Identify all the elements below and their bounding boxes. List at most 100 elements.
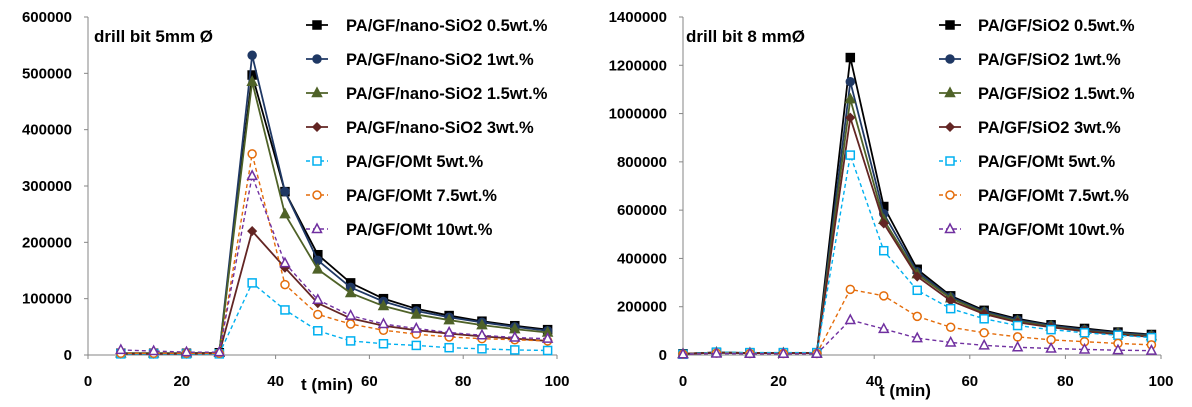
- data-point: [541, 332, 554, 343]
- data-point: [246, 75, 258, 87]
- data-point: [1113, 330, 1123, 340]
- legend-marker: [944, 121, 956, 133]
- data-point: [845, 112, 856, 123]
- legend-label: PA/GF/SiO2 0.5wt.%: [978, 17, 1135, 35]
- data-point: [313, 309, 323, 320]
- legend-label: PA/GF/nano-SiO2 1.5wt.%: [346, 85, 548, 103]
- data-point: [844, 92, 857, 104]
- legend-label: PA/GF/SiO2 1.5wt.%: [978, 85, 1135, 103]
- data-point: [476, 328, 488, 340]
- y-tick-label: 1000000: [609, 106, 667, 123]
- y-tick-label: 200000: [22, 234, 72, 251]
- y-tick-label: 0: [659, 347, 667, 364]
- data-point: [710, 346, 723, 358]
- legend-marker: [312, 20, 322, 30]
- data-point: [844, 313, 857, 325]
- data-point: [1012, 320, 1023, 331]
- data-point: [312, 293, 324, 305]
- x-tick-label: 20: [770, 373, 787, 390]
- y-tick-label: 400000: [617, 250, 667, 267]
- series-line-7: [120, 173, 548, 353]
- y-tick-label: 400000: [22, 122, 72, 139]
- data-point: [377, 299, 390, 311]
- legend-label: PA/GF/OMt 7.5wt.%: [978, 187, 1129, 205]
- legend-marker: [945, 156, 955, 166]
- data-point: [444, 342, 454, 353]
- legend-label: PA/GF/OMt 5wt.%: [978, 153, 1116, 171]
- data-point: [978, 338, 990, 350]
- y-tick-label: 100000: [22, 291, 72, 308]
- x-tick-label: 0: [84, 373, 92, 390]
- legend-label: PA/GF/SiO2 1wt.%: [978, 51, 1121, 69]
- x-tick-label: 40: [866, 373, 883, 390]
- legend-label: PA/GF/nano-SiO2 3wt.%: [346, 119, 534, 137]
- data-point: [944, 335, 957, 347]
- data-point: [313, 326, 323, 336]
- chart-panel-2: 0 200000 400000 600000 800000 1000000 1200000 1…: [609, 9, 1174, 400]
- data-point: [180, 345, 193, 357]
- data-point: [344, 286, 357, 298]
- chart-title: drill bit 8 mmØ: [686, 27, 805, 46]
- data-point: [509, 330, 521, 342]
- data-point: [345, 336, 356, 346]
- x-tick-label: 40: [267, 373, 284, 390]
- data-point: [845, 52, 856, 63]
- legend-label: PA/GF/OMt 5wt.%: [346, 153, 484, 171]
- x-tick-label: 100: [544, 373, 569, 390]
- legend-label: PA/GF/SiO2 3wt.%: [978, 119, 1121, 137]
- x-tick-label: 80: [1057, 373, 1074, 390]
- data-point: [1045, 341, 1057, 353]
- legend-marker: [312, 190, 322, 200]
- data-point: [410, 321, 423, 333]
- legend-marker: [312, 156, 322, 166]
- data-point: [677, 347, 689, 359]
- data-point: [1078, 342, 1091, 354]
- data-point: [443, 325, 455, 337]
- y-tick-label: 600000: [22, 9, 72, 26]
- data-point: [344, 308, 357, 320]
- x-tick-label: 20: [173, 373, 190, 390]
- data-point: [979, 328, 989, 338]
- data-point: [879, 245, 889, 256]
- y-tick-label: 1400000: [609, 9, 667, 26]
- data-point: [1145, 344, 1158, 355]
- data-point: [345, 319, 356, 329]
- x-tick-label: 60: [961, 373, 978, 390]
- data-point: [280, 186, 290, 197]
- data-point: [777, 347, 790, 359]
- data-point: [1011, 340, 1024, 352]
- legend-label: PA/GF/nano-SiO2 0.5wt.%: [346, 17, 548, 35]
- legend: PA/GF/nano-SiO2 0.5wt.% PA/GF/nano-SiO2 1…: [306, 17, 548, 239]
- legend-label: PA/GF/OMt 10wt.%: [346, 221, 493, 239]
- data-point: [1079, 328, 1090, 338]
- series-line-5: [682, 154, 1152, 355]
- data-point: [410, 307, 423, 319]
- data-point: [979, 314, 989, 324]
- data-point: [878, 218, 889, 229]
- y-tick-label: 600000: [617, 202, 667, 219]
- x-tick-label: 60: [361, 373, 378, 390]
- legend-marker: [945, 20, 955, 30]
- legend-label: PA/GF/nano-SiO2 1wt.%: [346, 51, 534, 69]
- data-point: [912, 271, 923, 282]
- series-line-7: [682, 319, 1152, 355]
- data-point: [411, 340, 422, 351]
- legend: PA/GF/SiO2 0.5wt.% PA/GF/SiO2 1wt.% PA/GF/…: [939, 17, 1135, 239]
- legend-marker: [944, 86, 956, 98]
- data-point: [115, 343, 127, 355]
- legend-marker: [945, 190, 955, 200]
- data-point: [1112, 343, 1124, 355]
- y-tick-label: 500000: [22, 65, 72, 82]
- data-point: [443, 313, 455, 325]
- data-point: [312, 262, 324, 274]
- data-point: [247, 50, 257, 61]
- data-point: [845, 150, 856, 160]
- legend-label: PA/GF/OMt 7.5wt.%: [346, 187, 497, 205]
- y-tick-label: 1200000: [609, 57, 667, 74]
- data-point: [945, 303, 956, 314]
- y-tick-label: 800000: [617, 154, 667, 171]
- data-point: [845, 76, 856, 87]
- x-tick-label: 100: [1148, 373, 1173, 390]
- y-tick-label: 300000: [22, 178, 72, 195]
